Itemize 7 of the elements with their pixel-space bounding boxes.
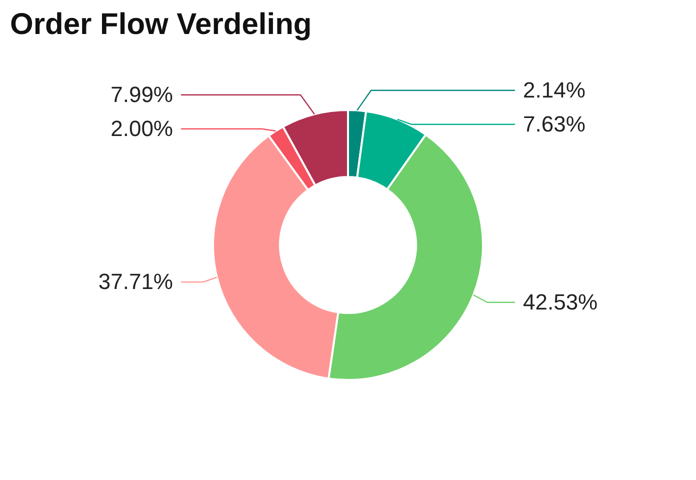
data-label: 42.53% <box>523 289 598 314</box>
chart-title: Order Flow Verdeling <box>10 8 312 41</box>
data-label: 37.71% <box>98 269 173 294</box>
data-label: 2.00% <box>110 116 173 141</box>
data-label: 7.63% <box>523 111 586 136</box>
data-label: 7.99% <box>110 82 173 107</box>
data-label: 2.14% <box>523 77 586 102</box>
